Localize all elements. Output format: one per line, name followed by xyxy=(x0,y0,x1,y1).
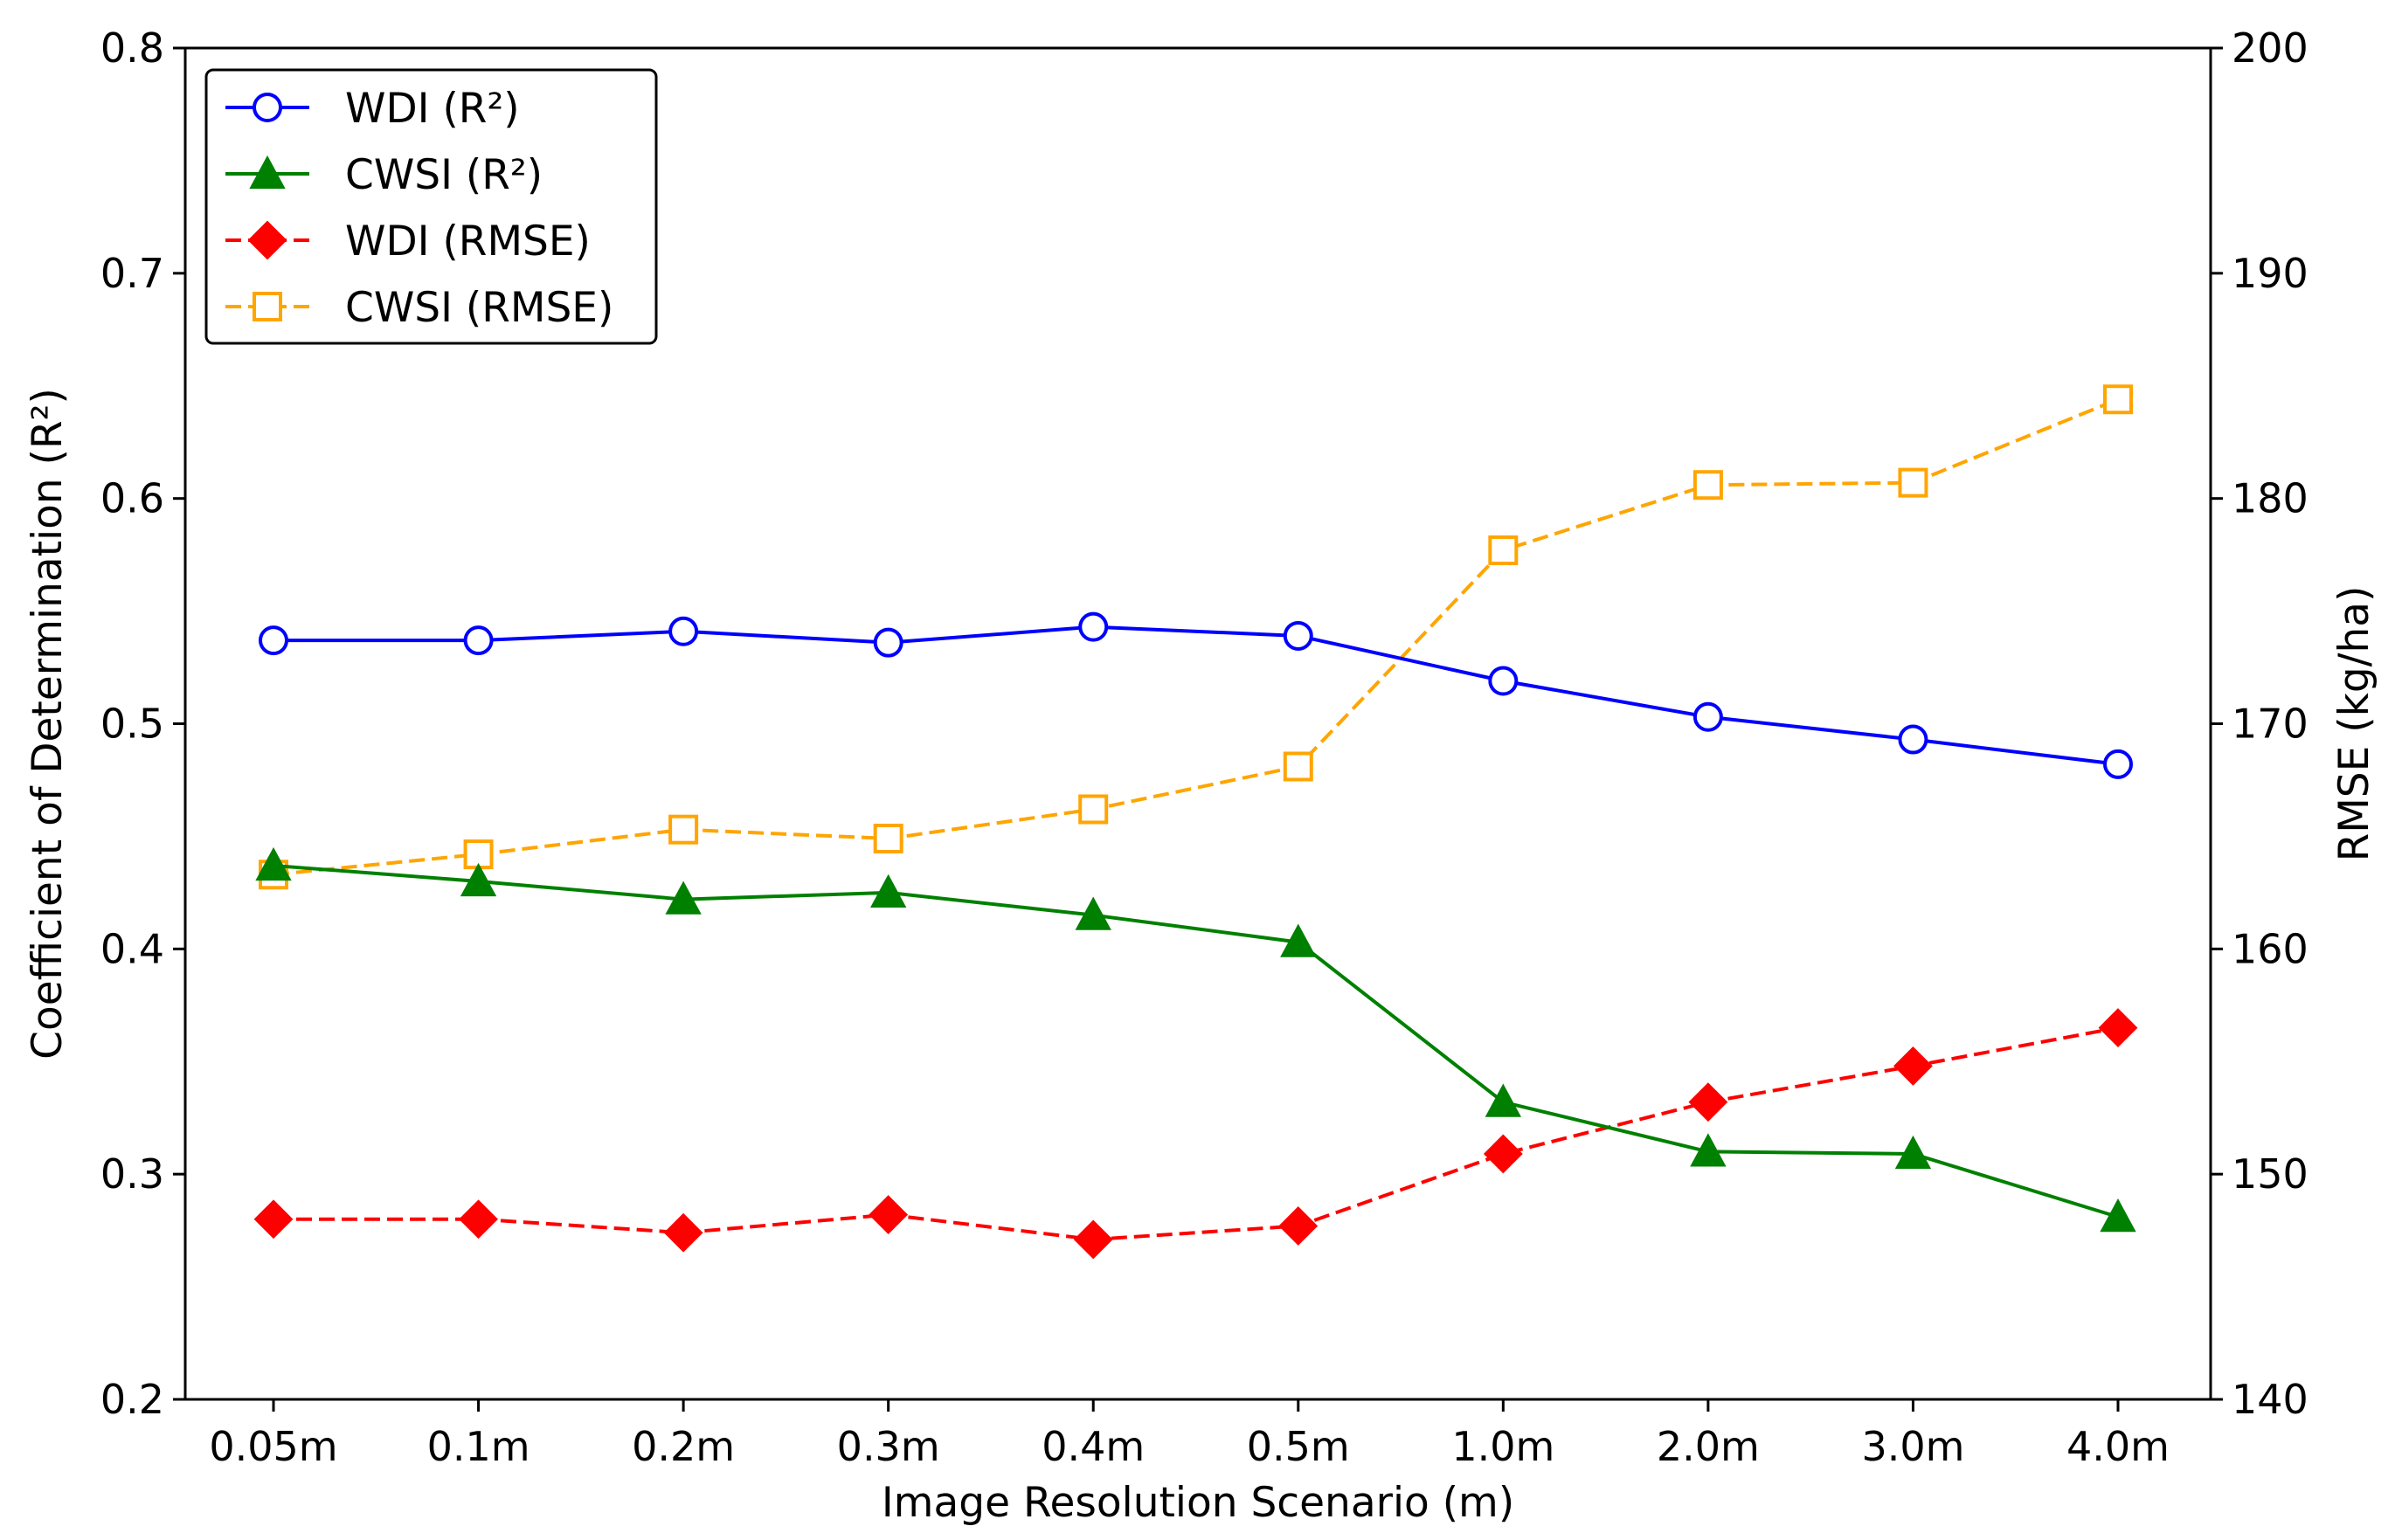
series-line xyxy=(273,863,2119,1219)
right-axis: 140 150 160 170 180 190 200 xyxy=(2211,24,2308,1423)
x-axis: 0.05m 0.1m 0.2m 0.3m 0.4m 0.5m 1.0m 2.0m 3.0m 4.0… xyxy=(209,1399,2170,1470)
data-point xyxy=(463,625,494,656)
y-axis-left-label: Coefficient of Determination (R²) xyxy=(24,388,72,1060)
y-right-tick-label: 140 xyxy=(2232,1376,2308,1423)
x-tick-label: 0.2m xyxy=(632,1423,735,1470)
data-point xyxy=(1692,701,1723,732)
series-1 xyxy=(255,846,2136,1233)
legend-label: WDI (R²) xyxy=(345,85,520,133)
data-point xyxy=(1078,611,1109,642)
data-point xyxy=(1485,1083,1522,1117)
y-right-tick-label: 200 xyxy=(2232,24,2308,72)
y-right-tick-label: 170 xyxy=(2232,701,2308,748)
data-point xyxy=(1488,535,1519,565)
data-point xyxy=(1283,751,1313,782)
data-point xyxy=(460,862,497,897)
data-point xyxy=(1075,896,1111,930)
data-point xyxy=(663,1212,703,1253)
data-point xyxy=(2103,749,2133,779)
y-left-tick-label: 0.2 xyxy=(100,1376,164,1423)
x-tick-label: 4.0m xyxy=(2066,1423,2170,1470)
series-3 xyxy=(259,384,2133,890)
x-tick-label: 0.05m xyxy=(209,1423,337,1470)
data-point xyxy=(1894,1135,1932,1170)
data-point xyxy=(668,616,699,646)
data-point xyxy=(2103,384,2133,415)
data-point xyxy=(1688,1082,1728,1122)
legend-label: WDI (RMSE) xyxy=(345,218,591,266)
series-line xyxy=(273,625,2119,766)
y-left-tick-label: 0.7 xyxy=(100,250,164,297)
data-point xyxy=(1078,794,1109,825)
x-tick-label: 2.0m xyxy=(1657,1423,1760,1470)
data-point xyxy=(255,846,292,881)
legend-label: CWSI (R²) xyxy=(345,151,543,199)
legend: WDI (R²) CWSI (R²) WDI (RMSE) CWSI (RMSE) xyxy=(204,68,658,345)
data-point xyxy=(668,814,699,845)
left-axis: 0.2 0.3 0.4 0.5 0.6 0.7 0.8 xyxy=(100,24,185,1423)
y-left-tick-label: 0.3 xyxy=(100,1150,164,1198)
data-point xyxy=(2100,1198,2136,1233)
legend-label: CWSI (RMSE) xyxy=(345,284,613,332)
y-right-tick-label: 160 xyxy=(2232,925,2308,972)
y-right-tick-label: 180 xyxy=(2232,475,2308,522)
y-right-tick-label: 190 xyxy=(2232,250,2308,297)
data-point xyxy=(253,1199,294,1240)
data-point xyxy=(1278,1206,1319,1246)
y-left-tick-label: 0.5 xyxy=(100,701,164,748)
data-point xyxy=(1898,467,1928,498)
y-left-tick-label: 0.8 xyxy=(100,24,164,72)
data-point xyxy=(1690,1133,1727,1167)
data-point xyxy=(1483,1134,1523,1174)
legend-marker xyxy=(247,220,287,260)
data-point xyxy=(873,627,903,658)
data-point xyxy=(869,1195,909,1234)
data-point xyxy=(1280,923,1317,957)
x-tick-label: 0.5m xyxy=(1247,1423,1350,1470)
data-point xyxy=(2098,1008,2138,1047)
x-tick-label: 1.0m xyxy=(1451,1423,1554,1470)
data-point xyxy=(1073,1219,1113,1260)
legend-box xyxy=(204,68,658,345)
series-line xyxy=(273,397,2119,877)
x-tick-label: 0.3m xyxy=(837,1423,940,1470)
x-tick-label: 3.0m xyxy=(1861,1423,1964,1470)
y-axis-right-label: RMSE (kg/ha) xyxy=(2330,586,2378,862)
data-point xyxy=(459,1199,498,1240)
data-point xyxy=(869,874,907,908)
series-0 xyxy=(259,611,2133,779)
legend-marker xyxy=(249,155,286,190)
legend-marker xyxy=(253,93,282,122)
series-2 xyxy=(253,1008,2138,1260)
data-point xyxy=(1692,470,1723,501)
legend-marker xyxy=(253,292,282,321)
x-tick-label: 0.1m xyxy=(427,1423,530,1470)
x-tick-label: 0.4m xyxy=(1042,1423,1145,1470)
data-point xyxy=(1898,724,1928,755)
y-left-tick-label: 0.4 xyxy=(100,925,164,972)
data-point xyxy=(873,823,903,853)
y-right-tick-label: 150 xyxy=(2232,1150,2308,1198)
series-layer xyxy=(253,384,2138,1260)
data-point xyxy=(1893,1046,1933,1086)
series-line xyxy=(273,1026,2119,1241)
data-point xyxy=(1488,666,1519,696)
data-point xyxy=(1283,620,1313,651)
y-left-tick-label: 0.6 xyxy=(100,475,164,522)
x-axis-label: Image Resolution Scenario (m) xyxy=(882,1479,1514,1527)
data-point xyxy=(665,880,702,915)
data-point xyxy=(259,625,288,656)
